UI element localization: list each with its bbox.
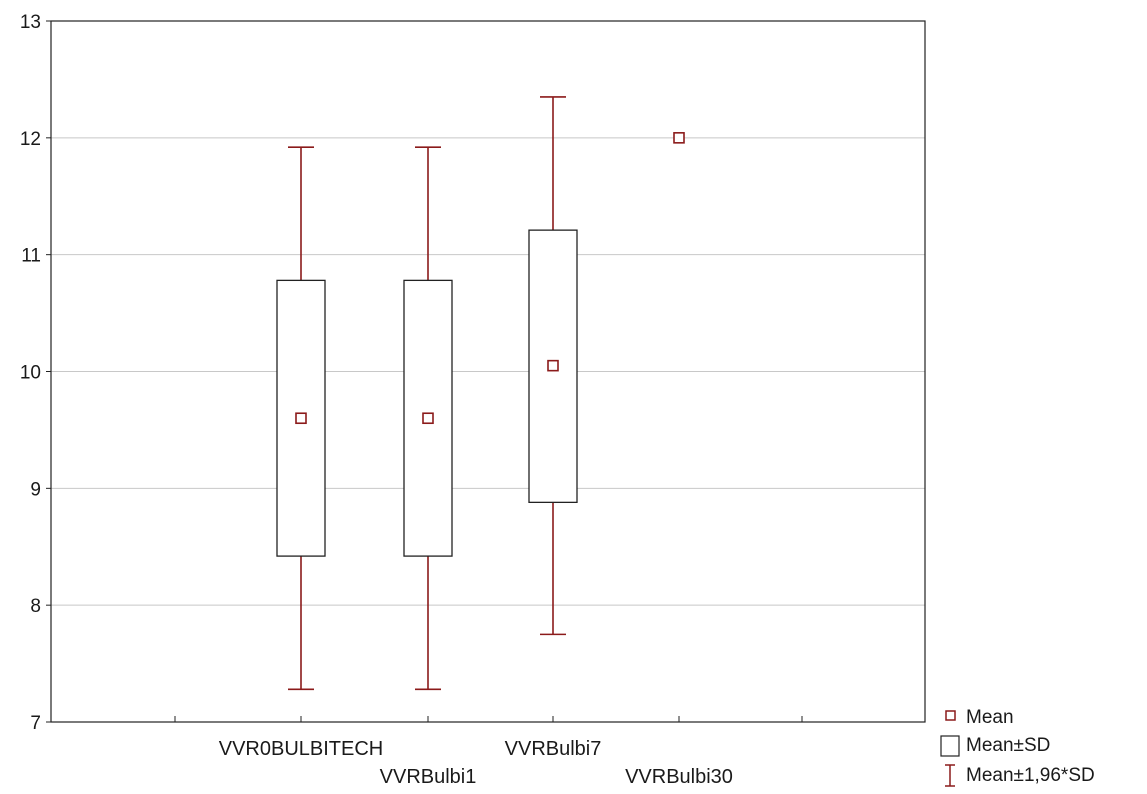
mean-marker [422, 412, 434, 425]
y-tick-label: 10 [20, 363, 41, 384]
plot-frame [50, 20, 926, 723]
legend-sd-swatch [940, 735, 960, 757]
gridlines [51, 137, 925, 606]
y-tick-label: 9 [30, 479, 41, 500]
category-labels: VVR0BULBITECH VVRBulbi1 VVRBulbi7 VVRBulbi3… [219, 738, 733, 788]
legend: Mean Mean±SD Mean±1,96*SD [940, 707, 1095, 787]
legend-sd-label: Mean±SD [966, 735, 1050, 756]
y-tick-label: 12 [20, 129, 41, 150]
y-tick-label: 11 [21, 246, 41, 267]
legend-mean-label: Mean [966, 707, 1014, 728]
mean-marker [547, 359, 559, 372]
mean-marker [295, 412, 307, 425]
category-label: VVRBulbi30 [625, 766, 733, 788]
y-tick-label: 7 [30, 713, 41, 734]
y-tick-label: 8 [30, 596, 41, 617]
mean-marker [673, 132, 685, 144]
legend-ci-swatch [945, 764, 955, 787]
axes: 7 8 9 10 11 12 13 [20, 12, 926, 734]
plot-marks [276, 96, 685, 691]
category-label: VVRBulbi7 [505, 738, 602, 760]
category-label: VVR0BULBITECH [219, 738, 384, 760]
legend-mean-swatch [945, 710, 956, 721]
legend-ci-label: Mean±1,96*SD [966, 765, 1095, 786]
category-label: VVRBulbi1 [380, 766, 477, 788]
y-tick-label: 13 [20, 12, 41, 33]
